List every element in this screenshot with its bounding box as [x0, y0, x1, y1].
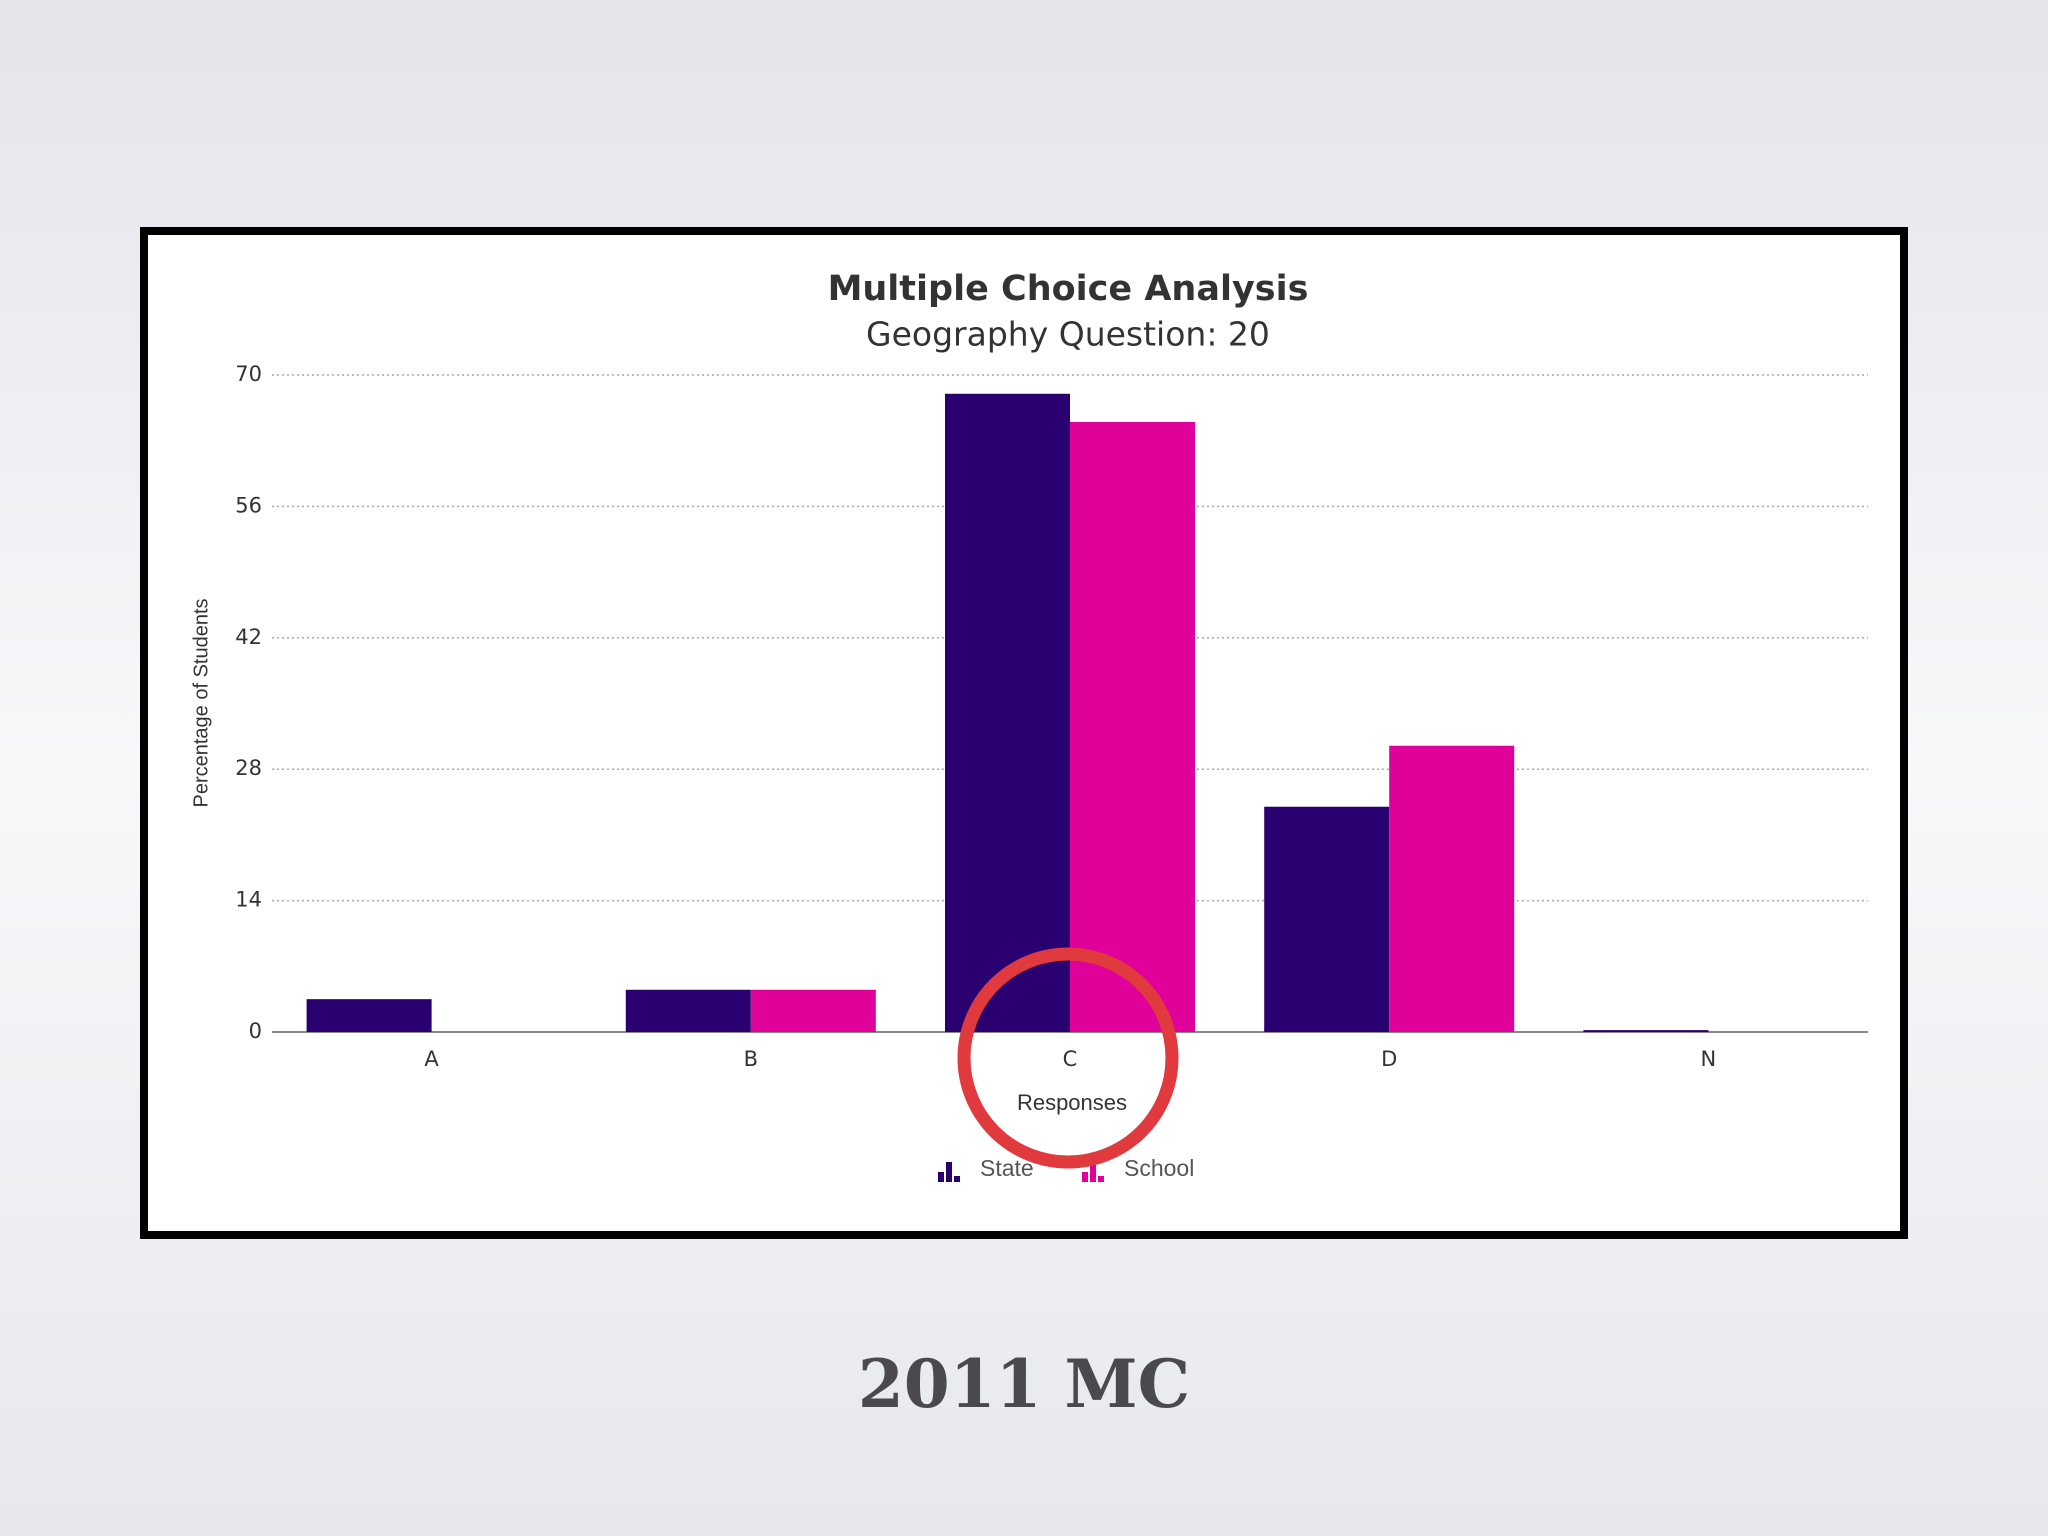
legend-swatch — [1098, 1176, 1104, 1182]
y-tick-label: 56 — [235, 493, 262, 517]
y-tick-label: 0 — [249, 1019, 262, 1043]
x-axis-title: Responses — [1017, 1090, 1127, 1115]
x-tick-label: N — [1701, 1047, 1717, 1071]
x-tick-label: A — [424, 1047, 439, 1071]
x-tick-label: D — [1381, 1047, 1397, 1071]
legend-swatch — [1090, 1162, 1096, 1182]
bar — [1583, 1030, 1709, 1032]
slide-caption: 2011 MC — [858, 1345, 1190, 1423]
bar — [1264, 806, 1390, 1032]
x-tick-label: C — [1063, 1047, 1078, 1071]
bar — [750, 989, 876, 1032]
legend-swatch — [946, 1162, 952, 1182]
y-tick-label: 28 — [235, 756, 262, 780]
bar — [1389, 745, 1515, 1032]
chart-subtitle: Geography Question: 20 — [866, 315, 1270, 354]
legend-swatch — [954, 1176, 960, 1182]
legend-swatch — [938, 1172, 944, 1182]
y-tick-label: 70 — [235, 362, 262, 386]
annotation-circle — [957, 947, 1179, 1169]
bar — [306, 999, 432, 1032]
bar — [1070, 421, 1195, 1032]
legend-label: School — [1124, 1155, 1194, 1181]
chart-title: Multiple Choice Analysis — [828, 269, 1309, 309]
y-tick-label: 42 — [235, 625, 262, 649]
legend-swatch — [1082, 1172, 1088, 1182]
y-tick-label: 14 — [235, 888, 262, 912]
x-tick-label: B — [744, 1047, 758, 1071]
y-axis-title: Percentage of Students — [190, 598, 212, 807]
bar — [945, 393, 1070, 1032]
bar — [625, 989, 751, 1032]
